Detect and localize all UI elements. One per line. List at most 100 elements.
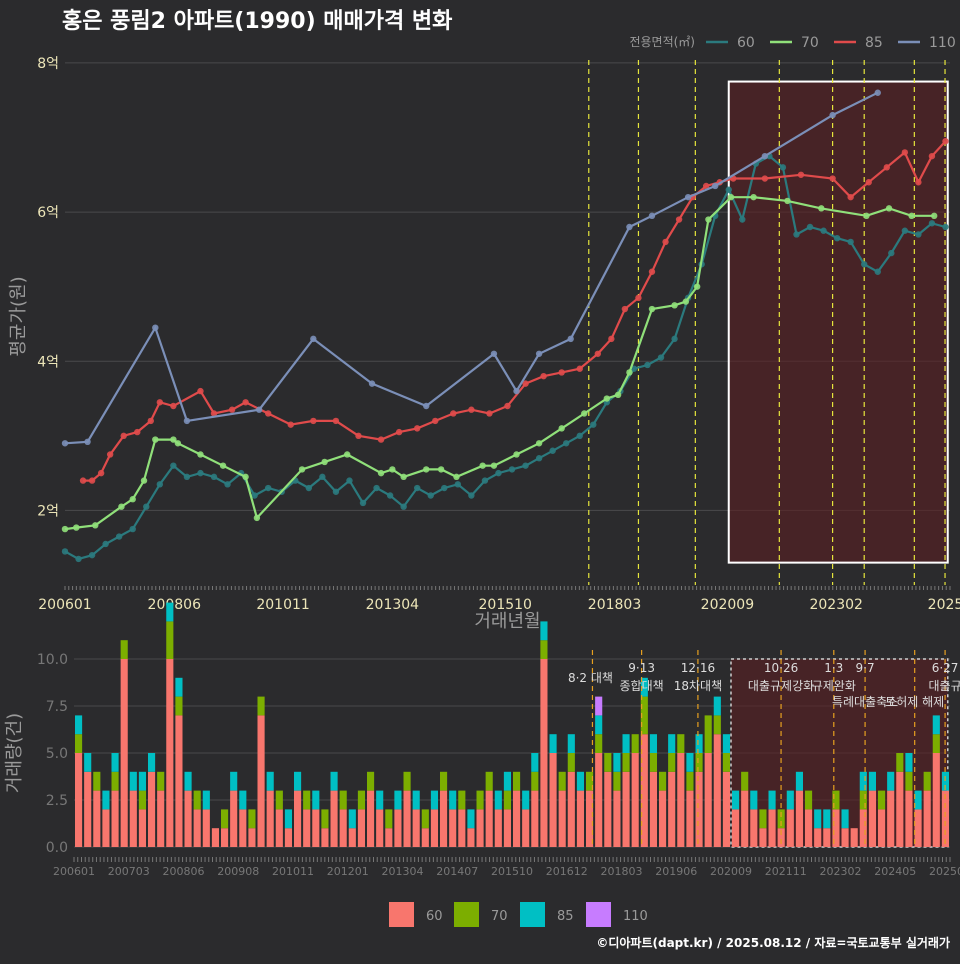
volume-bar-85 [412,790,420,810]
data-point [134,428,141,436]
x-tick-label: 200806 [148,597,202,613]
data-point [156,481,164,488]
volume-bar-60 [604,771,612,847]
volume-bar-70 [303,790,311,810]
data-point [761,175,769,182]
volume-bar-85 [750,790,758,810]
volume-bar-70 [540,640,548,659]
volume-bar-60 [786,809,794,847]
volume-bar-60 [558,790,566,847]
data-point [395,428,403,436]
volume-bar-70 [695,753,703,772]
x-tick-label: 201510 [479,597,532,613]
x-tick-label: 201304 [366,597,420,613]
data-point [413,484,421,492]
policy-date-label: 1·3 [824,661,843,675]
volume-bar-85 [768,790,776,810]
data-point [174,440,182,447]
volume-bar-85 [239,790,247,810]
data-point [310,335,317,343]
data-point [818,205,825,212]
volume-bar-70 [193,790,201,810]
data-point [183,473,191,481]
data-point [693,283,701,290]
bar-x-tick-label: 202405 [874,865,916,878]
x-tick-label: 2025 [928,597,960,613]
volume-bar-60 [768,809,776,847]
volume-bar-60 [859,809,867,847]
volume-bar-70 [138,790,146,810]
data-point [61,440,69,447]
volume-bar-60 [878,809,886,847]
volume-bar-60 [376,809,384,847]
volume-bar-60 [120,659,128,847]
data-point [657,354,665,361]
data-point [251,492,258,499]
volume-bar-60 [750,809,758,847]
volume-bar-85 [622,734,630,753]
volume-bar-70 [321,809,329,829]
volume-bar-85 [732,790,740,810]
data-point [486,410,493,417]
data-point [373,484,380,492]
data-point [576,365,583,372]
volume-bar-70 [513,771,521,791]
bar-x-tick-label: 201407 [436,865,478,878]
volume-bar-85 [522,790,530,810]
data-point [75,555,82,563]
volume-bar-60 [412,809,420,847]
volume-bar-70 [905,771,913,791]
volume-bar-85 [722,734,730,753]
volume-bar-60 [941,790,949,847]
volume-bar-60 [275,809,283,847]
data-point [84,438,91,445]
volume-bar-60 [184,790,192,847]
data-point [590,421,597,428]
data-point [626,369,633,376]
data-point [468,406,475,413]
bar-legend-swatch-110 [586,902,611,927]
data-point [310,417,317,425]
bar-y-tick-label: 7.5 [46,699,68,715]
volume-bar-70 [120,640,128,659]
data-point [73,524,80,531]
bar-y-axis-title: 거래량(건) [4,713,25,793]
data-point [915,179,922,186]
data-point [671,335,678,343]
volume-bar-85 [503,771,511,791]
volume-bar-85 [75,715,83,735]
bar-legend-label-60: 60 [426,909,443,924]
volume-bar-60 [93,790,101,847]
volume-bar-85 [686,753,694,772]
volume-bar-85 [786,790,794,810]
data-point [558,425,565,432]
data-point [359,499,367,507]
volume-bar-85 [312,790,320,810]
data-point [368,380,376,387]
data-point [143,503,150,510]
data-point [479,462,486,469]
volume-bar-60 [659,790,667,847]
bar-x-tick-label: 201011 [272,865,314,878]
volume-bar-70 [805,790,813,810]
data-point [522,462,529,469]
volume-bar-60 [841,828,849,847]
series-85 [79,138,949,484]
volume-bar-60 [914,809,922,847]
volume-bar-60 [704,753,712,847]
volume-bar-60 [741,790,749,847]
volume-bar-70 [713,715,721,735]
data-point [522,380,529,387]
volume-bar-85 [868,771,876,791]
volume-bar-70 [157,771,165,791]
policy-date-label: 9·13 [628,661,655,675]
volume-bar-70 [558,771,566,791]
volume-bar-70 [659,771,667,791]
data-point [549,447,556,454]
data-point [682,298,690,305]
bar-legend-swatch-85 [520,902,545,927]
data-point [228,406,236,413]
data-point [413,425,421,432]
legend-title: 전용면적(㎡) [629,35,695,49]
data-point [535,350,543,357]
